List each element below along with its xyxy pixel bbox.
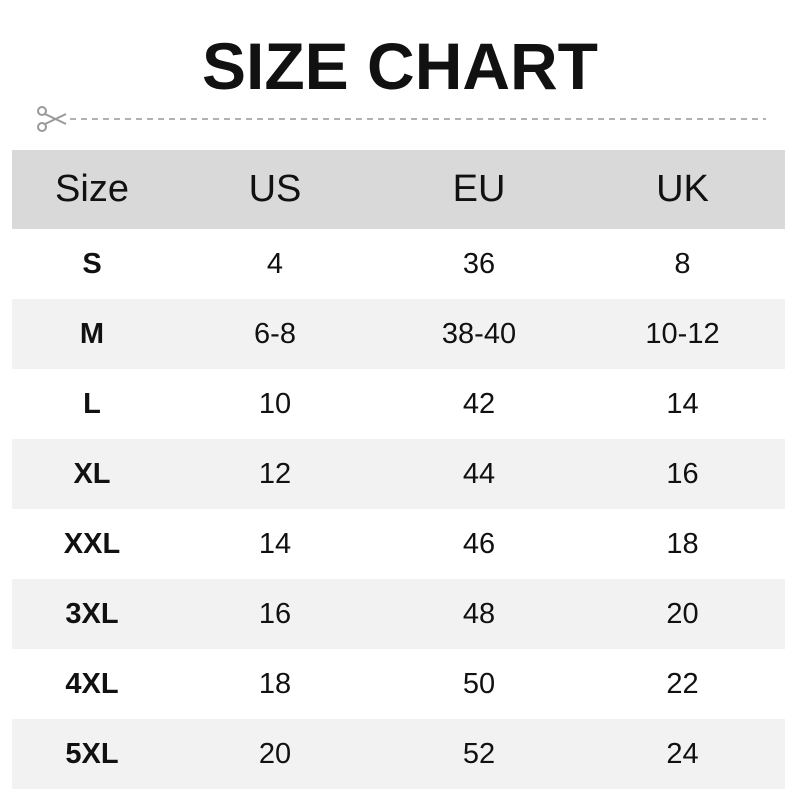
table-row: 5XL 20 52 24 <box>12 719 785 789</box>
cell-eu: 36 <box>462 247 496 280</box>
scissors-icon <box>37 106 67 132</box>
cell-us: 16 <box>258 597 292 630</box>
table-row: XXL 14 46 18 <box>12 509 785 579</box>
cell-uk: 18 <box>666 527 699 560</box>
size-table: Size US EU UK S 4 36 8 M 6-8 38-40 10-12 L 10 42 14… <box>12 150 785 789</box>
table-header: Size US EU UK <box>12 150 785 229</box>
cell-size: M <box>79 317 105 350</box>
cell-eu: 42 <box>462 387 496 420</box>
table-row: XL 12 44 16 <box>12 439 785 509</box>
cell-size: 4XL <box>65 667 119 700</box>
cell-eu: 46 <box>462 527 496 560</box>
cell-eu: 48 <box>462 597 496 630</box>
table-row: L 10 42 14 <box>12 369 785 439</box>
cell-us: 20 <box>258 737 292 770</box>
cell-uk: 20 <box>666 597 699 630</box>
cell-uk: 22 <box>666 667 699 700</box>
cell-eu: 44 <box>462 457 496 490</box>
header-eu: EU <box>452 168 506 210</box>
cell-us: 12 <box>258 457 292 490</box>
cell-eu: 52 <box>462 737 496 770</box>
header-uk: UK <box>656 168 709 210</box>
cell-size: L <box>83 387 101 420</box>
cell-size: 3XL <box>65 597 119 630</box>
cell-uk: 14 <box>666 387 699 420</box>
cell-us: 6-8 <box>254 317 296 350</box>
cell-size: S <box>82 247 102 280</box>
header-us: US <box>248 168 302 210</box>
cell-uk: 10-12 <box>645 317 720 350</box>
cell-us: 18 <box>258 667 292 700</box>
cell-size: XL <box>73 457 111 490</box>
header-size: Size <box>55 168 129 210</box>
cell-uk: 24 <box>666 737 699 770</box>
cell-uk: 8 <box>674 247 691 280</box>
table-row: 4XL 18 50 22 <box>12 649 785 719</box>
table-row: S 4 36 8 <box>12 229 785 299</box>
table-row: 3XL 16 48 20 <box>12 579 785 649</box>
cell-us: 10 <box>258 387 292 420</box>
cell-uk: 16 <box>666 457 699 490</box>
cut-line <box>37 106 766 132</box>
cell-size: 5XL <box>65 737 119 770</box>
cell-size: XXL <box>63 527 121 560</box>
cell-us: 4 <box>266 247 284 280</box>
page-title: SIZE CHART <box>202 29 598 103</box>
cell-eu: 38-40 <box>441 317 517 350</box>
cell-us: 14 <box>258 527 292 560</box>
table-row: M 6-8 38-40 10-12 <box>12 299 785 369</box>
cell-eu: 50 <box>462 667 496 700</box>
